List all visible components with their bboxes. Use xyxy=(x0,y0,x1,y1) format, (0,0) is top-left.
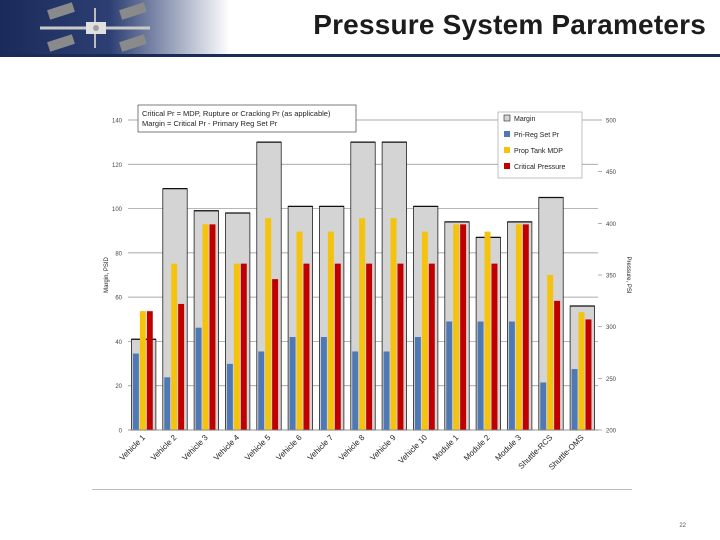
category-label: Vehicle 7 xyxy=(306,433,336,463)
pri-reg-bar xyxy=(508,321,515,430)
left-tick-label: 120 xyxy=(112,163,123,169)
left-tick-label: 100 xyxy=(112,207,123,213)
pri-reg-bar xyxy=(383,351,390,430)
category-label: Vehicle 6 xyxy=(274,433,304,463)
prop-tank-bar xyxy=(265,218,272,430)
prop-tank-bar xyxy=(578,312,585,430)
left-tick-label: 80 xyxy=(115,251,122,257)
left-tick-label: 40 xyxy=(115,340,122,346)
page-number: 22 xyxy=(679,523,686,529)
category-label: Vehicle 1 xyxy=(118,433,148,463)
category-label: Vehicle 3 xyxy=(180,433,210,463)
critical-pressure-bar xyxy=(272,279,279,430)
prop-tank-bar xyxy=(233,263,240,430)
pri-reg-bar xyxy=(571,369,578,430)
critical-pressure-bar xyxy=(428,263,435,430)
left-tick-label: 0 xyxy=(119,429,123,435)
critical-pressure-bar xyxy=(366,263,373,430)
pri-reg-bar xyxy=(289,337,296,430)
legend-swatch xyxy=(504,131,510,137)
right-tick-label: 350 xyxy=(606,274,617,280)
legend-box xyxy=(497,111,583,179)
right-tick-label: 250 xyxy=(606,377,617,383)
prop-tank-bar xyxy=(139,311,146,430)
right-tick-label: 500 xyxy=(606,119,617,125)
category-label: Module 3 xyxy=(493,433,523,463)
right-tick-label: 300 xyxy=(606,325,617,331)
left-tick-label: 140 xyxy=(112,119,123,125)
legend-label: Pri-Reg Set Pr xyxy=(514,132,560,139)
footer-divider xyxy=(92,489,632,490)
critical-pressure-bar xyxy=(397,263,404,430)
legend-label: Prop Tank MDP xyxy=(514,148,563,155)
pri-reg-bar xyxy=(164,377,171,430)
legend-swatch xyxy=(503,114,511,122)
page-title: Pressure System Parameters xyxy=(313,9,706,40)
left-axis-label: Margin, PSID xyxy=(104,256,110,292)
left-tick-label: 20 xyxy=(115,384,122,390)
prop-tank-bar xyxy=(547,275,554,430)
critical-pressure-bar xyxy=(491,263,498,430)
category-label: Module 1 xyxy=(431,433,461,463)
critical-pressure-bar xyxy=(146,311,153,430)
category-label: Vehicle 10 xyxy=(397,433,430,466)
category-label: Module 2 xyxy=(462,433,492,463)
pri-reg-bar xyxy=(477,321,484,430)
legend-label: Critical Pressure xyxy=(514,164,565,171)
critical-pressure-bar xyxy=(240,263,247,430)
prop-tank-bar xyxy=(390,218,397,430)
pri-reg-bar xyxy=(352,351,359,430)
critical-pressure-bar xyxy=(554,300,561,430)
category-label: Vehicle 2 xyxy=(149,433,179,463)
right-tick-label: 400 xyxy=(606,222,617,228)
annotation-line: Critical Pr = MDP, Rupture or Cracking P… xyxy=(142,109,331,118)
legend-swatch xyxy=(504,147,510,153)
prop-tank-bar xyxy=(453,224,460,430)
header-banner: Pressure System Parameters xyxy=(0,0,720,54)
pri-reg-bar xyxy=(320,337,327,430)
pri-reg-bar xyxy=(414,337,421,430)
critical-pressure-bar xyxy=(460,224,467,430)
critical-pressure-bar xyxy=(334,263,341,430)
category-label: Vehicle 9 xyxy=(368,433,398,463)
annotation-box xyxy=(137,104,357,133)
pri-reg-bar xyxy=(540,382,547,430)
critical-pressure-bar xyxy=(585,319,592,430)
prop-tank-bar xyxy=(171,263,178,430)
category-label: Vehicle 8 xyxy=(337,433,367,463)
legend-label: Margin xyxy=(514,116,536,123)
prop-tank-bar xyxy=(359,218,366,430)
category-label: Vehicle 4 xyxy=(212,433,242,463)
prop-tank-bar xyxy=(484,231,491,430)
prop-tank-bar xyxy=(202,224,209,430)
pri-reg-bar xyxy=(258,351,265,430)
prop-tank-bar xyxy=(296,231,303,430)
space-station-logo xyxy=(40,2,150,52)
critical-pressure-bar xyxy=(303,263,310,430)
category-label: Vehicle 5 xyxy=(243,433,273,463)
right-axis-label: Pressure, PSI xyxy=(625,256,631,293)
title-divider xyxy=(0,54,720,57)
prop-tank-bar xyxy=(515,224,522,430)
prop-tank-bar xyxy=(421,231,428,430)
left-tick-label: 60 xyxy=(115,296,122,302)
legend-swatch xyxy=(504,163,510,169)
annotation-line: Margin = Critical Pr - Primary Reg Set P… xyxy=(142,119,278,128)
pri-reg-bar xyxy=(132,353,139,430)
right-tick-label: 450 xyxy=(606,170,617,176)
critical-pressure-bar xyxy=(522,224,529,430)
pri-reg-bar xyxy=(195,327,202,430)
pri-reg-bar xyxy=(226,363,233,430)
critical-pressure-bar xyxy=(178,303,185,430)
pri-reg-bar xyxy=(446,321,453,430)
prop-tank-bar xyxy=(327,231,334,430)
right-tick-label: 200 xyxy=(606,429,617,435)
critical-pressure-bar xyxy=(209,224,216,430)
